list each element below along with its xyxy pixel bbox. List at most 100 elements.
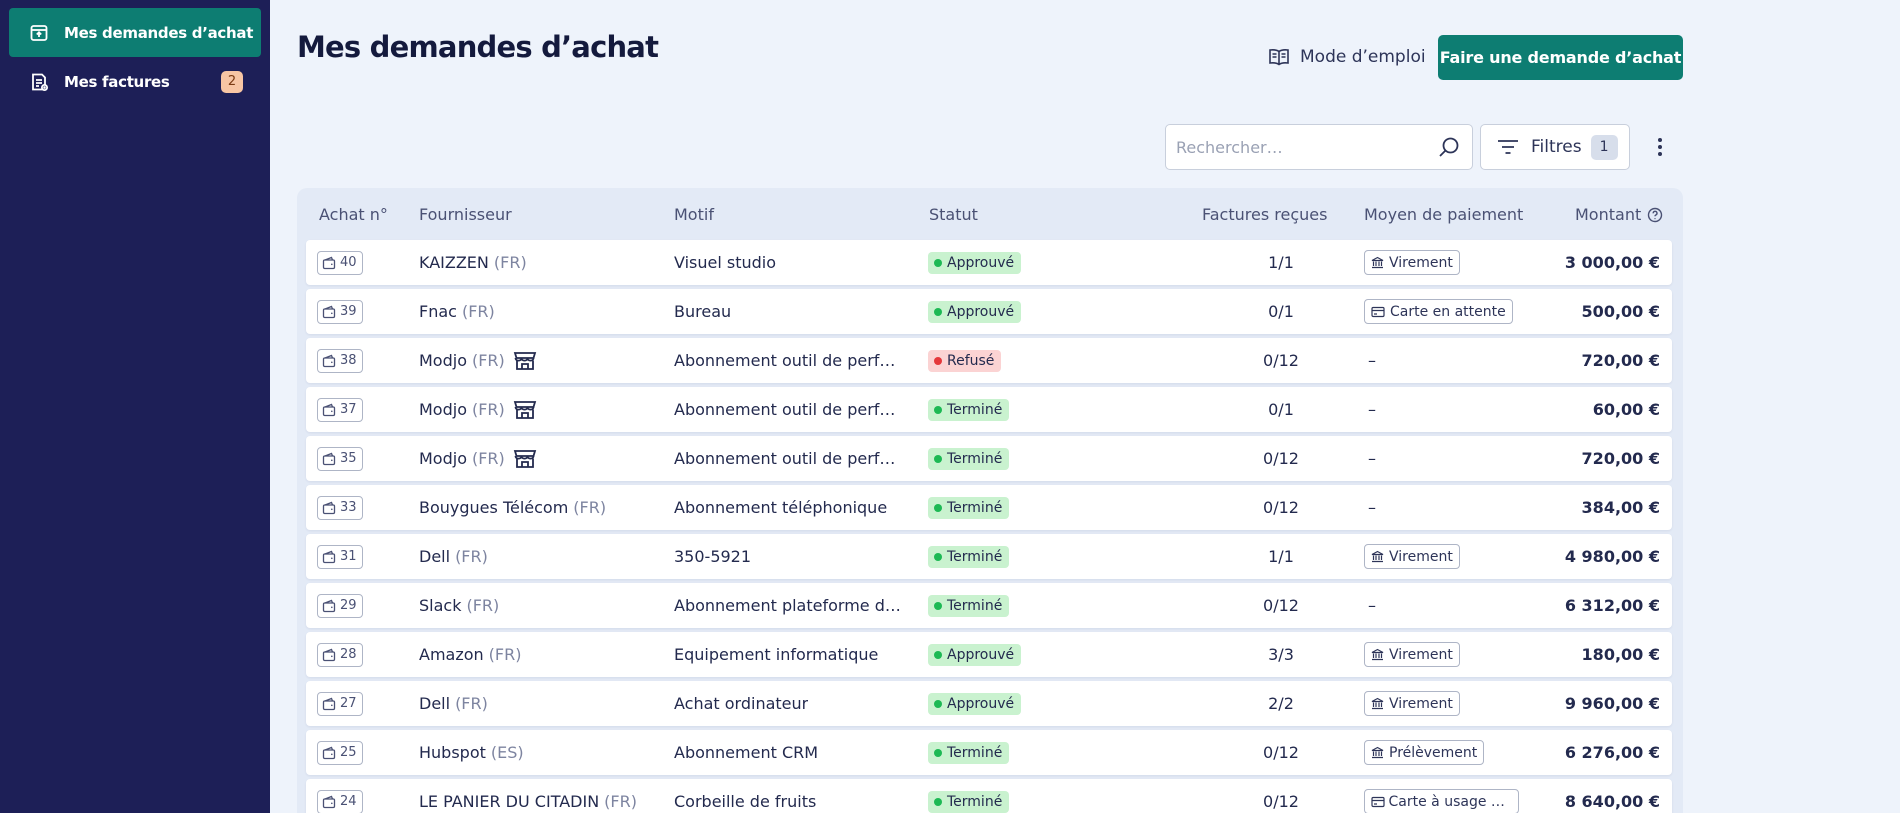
payment-cell: –	[1368, 436, 1538, 481]
wallet-icon	[322, 256, 340, 270]
invoices-received-count: 2/2	[1268, 694, 1294, 713]
invoices-received-cell: 0/12	[1246, 485, 1316, 530]
amount-cell: 6 276,00 €	[1536, 730, 1660, 775]
status-label: Terminé	[947, 597, 1003, 614]
table-row[interactable]: 40 KAIZZEN (FR) Visuel studio Approuvé 1/1 Vir…	[306, 240, 1672, 285]
supplier-country: (FR)	[455, 547, 488, 566]
supplier-name: Amazon	[419, 645, 484, 664]
amount-value: 180,00 €	[1581, 645, 1660, 664]
wallet-icon	[322, 305, 340, 319]
supplier-name: Modjo	[419, 400, 467, 419]
motif-text: Corbeille de fruits	[674, 792, 817, 811]
amount-value: 6 276,00 €	[1564, 743, 1660, 762]
purchase-id-badge[interactable]: 31	[317, 544, 363, 569]
table-row[interactable]: 38 Modjo (FR) Abonnement outil de perfor… Re…	[306, 338, 1672, 383]
table-row[interactable]: 39 Fnac (FR) Bureau Approuvé 0/1 Carte en atte…	[306, 289, 1672, 334]
sidebar-item-invoices[interactable]: Mes factures 2	[9, 57, 261, 106]
purchase-id-badge[interactable]: 24	[317, 789, 363, 813]
purchase-id-badge[interactable]: 33	[317, 495, 363, 520]
status-cell: Refusé	[928, 338, 1128, 383]
purchase-id-badge[interactable]: 38	[317, 348, 363, 373]
more-options-button[interactable]	[1648, 128, 1672, 166]
table-row[interactable]: 24 LE PANIER DU CITADIN (FR) Corbeille de f…	[306, 779, 1672, 813]
invoices-received-count: 0/1	[1268, 400, 1294, 419]
filters-button[interactable]: Filtres 1	[1480, 124, 1630, 170]
supplier-cell: Amazon (FR)	[419, 632, 669, 677]
supplier-cell: Modjo (FR)	[419, 436, 669, 481]
purchase-id-badge[interactable]: 39	[317, 299, 363, 324]
table-row[interactable]: 28 Amazon (FR) Equipement informatique Appro…	[306, 632, 1672, 677]
column-header-motif[interactable]: Motif	[674, 205, 714, 224]
amount-cell: 180,00 €	[1536, 632, 1660, 677]
column-header-supplier[interactable]: Fournisseur	[419, 205, 512, 224]
supplier-name: Dell	[419, 547, 451, 566]
column-header-id[interactable]: Achat n°	[319, 205, 388, 224]
supplier-name: Modjo	[419, 351, 467, 370]
purchase-id-badge[interactable]: 29	[317, 593, 363, 618]
column-header-status[interactable]: Statut	[929, 205, 978, 224]
book-icon	[1268, 45, 1292, 69]
status-label: Approuvé	[947, 646, 1015, 663]
payment-empty: –	[1368, 400, 1376, 419]
purchase-requests-table: Achat n° Fournisseur Motif Statut Factur…	[297, 188, 1683, 813]
invoices-received-count: 0/1	[1268, 302, 1294, 321]
supplier-cell: Fnac (FR)	[419, 289, 669, 334]
purchase-id-badge[interactable]: 28	[317, 642, 363, 667]
search-input[interactable]	[1166, 125, 1436, 169]
table-row[interactable]: 31 Dell (FR) 350-5921 Terminé 1/1 Virement 4 98…	[306, 534, 1672, 579]
purchase-id-badge[interactable]: 25	[317, 740, 363, 765]
supplier-cell: Bouygues Télécom (FR)	[419, 485, 669, 530]
motif-text: Abonnement outil de perfor…	[674, 351, 904, 370]
purchase-id: 38	[340, 353, 357, 368]
column-header-payment-method[interactable]: Moyen de paiement	[1364, 205, 1524, 224]
status-dot-icon	[934, 454, 942, 463]
purchase-request-icon	[28, 22, 50, 44]
status-dot-icon	[934, 650, 942, 659]
invoices-received-count: 0/12	[1263, 792, 1299, 811]
new-purchase-request-button[interactable]: Faire une demande d’achat	[1438, 35, 1683, 80]
search-icon[interactable]	[1436, 134, 1462, 160]
wallet-icon	[322, 501, 340, 515]
motif-text: Abonnement outil de perfor…	[674, 400, 904, 419]
help-icon[interactable]	[1647, 207, 1663, 223]
purchase-id-badge[interactable]: 37	[317, 397, 363, 422]
table-row[interactable]: 25 Hubspot (ES) Abonnement CRM Terminé 0/12 Pr…	[306, 730, 1672, 775]
sidebar-item-purchase-requests[interactable]: Mes demandes d’achat	[9, 8, 261, 57]
payment-cell: –	[1368, 485, 1538, 530]
payment-method-label: Carte en attente	[1390, 303, 1506, 320]
invoice-icon	[28, 71, 50, 93]
bank-icon	[1371, 697, 1389, 710]
motif-cell: Abonnement outil de perfor…	[674, 387, 904, 432]
user-guide-button[interactable]: Mode d’emploi	[1268, 36, 1426, 78]
motif-cell: Abonnement outil de perfor…	[674, 436, 904, 481]
table-row[interactable]: 27 Dell (FR) Achat ordinateur Approuvé 2/2 Vir…	[306, 681, 1672, 726]
purchase-id-badge[interactable]: 27	[317, 691, 363, 716]
invoices-received-count: 0/12	[1263, 498, 1299, 517]
table-row[interactable]: 35 Modjo (FR) Abonnement outil de perfor… Te…	[306, 436, 1672, 481]
amount-cell: 720,00 €	[1536, 436, 1660, 481]
purchase-id: 40	[340, 255, 357, 270]
column-header-amount[interactable]: Montant	[1575, 205, 1663, 224]
motif-cell: Abonnement CRM	[674, 730, 904, 775]
status-label: Terminé	[947, 548, 1003, 565]
column-header-invoices-received[interactable]: Factures reçues	[1202, 205, 1328, 224]
invoices-received-cell: 0/12	[1246, 779, 1316, 813]
id-cell: 31	[317, 534, 407, 579]
user-guide-label: Mode d’emploi	[1300, 47, 1426, 67]
table-row[interactable]: 33 Bouygues Télécom (FR) Abonnement télépho…	[306, 485, 1672, 530]
purchase-id: 31	[340, 549, 357, 564]
amount-value: 4 980,00 €	[1564, 547, 1660, 566]
table-row[interactable]: 29 Slack (FR) Abonnement plateforme de … Ter…	[306, 583, 1672, 628]
purchase-id-badge[interactable]: 35	[317, 446, 363, 471]
supplier-cell: KAIZZEN (FR)	[419, 240, 669, 285]
id-cell: 27	[317, 681, 407, 726]
payment-empty: –	[1368, 596, 1376, 615]
status-dot-icon	[934, 748, 942, 757]
purchase-id-badge[interactable]: 40	[317, 250, 363, 275]
motif-cell: Abonnement plateforme de …	[674, 583, 904, 628]
status-label: Approuvé	[947, 695, 1015, 712]
amount-cell: 384,00 €	[1536, 485, 1660, 530]
filter-icon	[1497, 138, 1521, 156]
table-row[interactable]: 37 Modjo (FR) Abonnement outil de perfor… Te…	[306, 387, 1672, 432]
status-dot-icon	[934, 601, 942, 610]
